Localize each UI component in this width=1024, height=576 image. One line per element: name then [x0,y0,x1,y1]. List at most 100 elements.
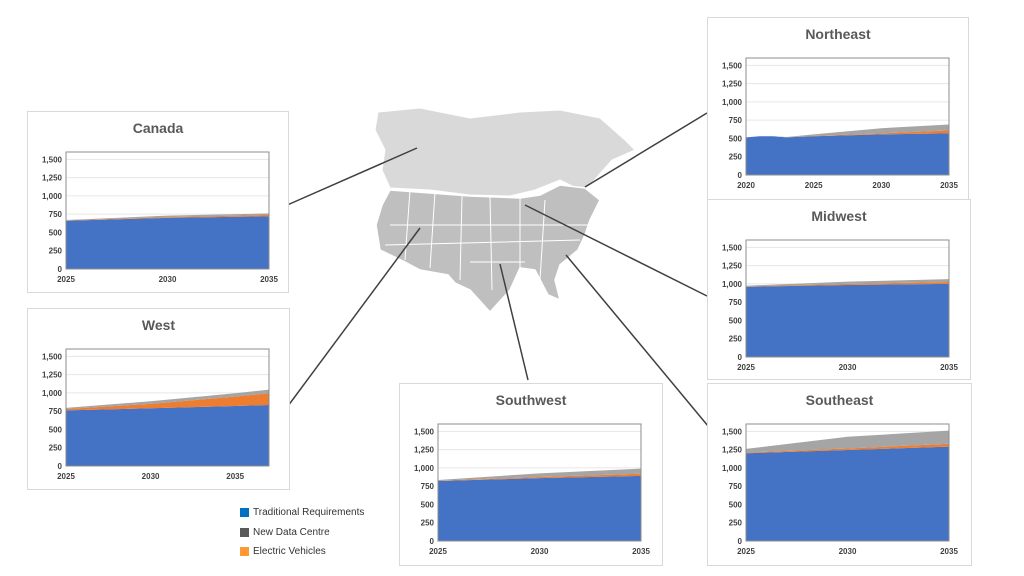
chart-title: Midwest [811,208,867,224]
y-tick-label: 1,500 [722,243,743,252]
y-tick-label: 1,000 [722,464,743,473]
plot-frame [437,423,642,542]
y-tick-label: 1,000 [722,280,743,289]
connector-midwest [524,204,708,297]
legend-swatch [240,547,249,557]
plot-frame [65,151,270,270]
y-tick-label: 1,250 [42,174,63,183]
y-tick-label: 0 [738,171,743,180]
plot-frame [745,239,950,358]
area-electric-vehicles [746,443,949,454]
x-tick-label: 2020 [737,181,755,190]
area-new-data-centre [746,124,949,138]
area-electric-vehicles [746,282,949,287]
area-new-data-centre [746,430,949,453]
y-tick-label: 750 [49,210,63,219]
x-tick-label: 2035 [632,547,650,556]
y-tick-label: 0 [58,265,63,274]
y-tick-label: 500 [729,500,743,509]
legend-label: Traditional Requirements [253,507,365,519]
y-tick-label: 1,000 [42,389,63,398]
area-traditional-requirements [66,404,269,466]
chart-northeast: Northeast 0 250 500 750 1,000 1,250 1,500 2020 20… [707,17,969,200]
y-tick-label: 250 [49,247,63,256]
y-tick-label: 1,250 [42,371,63,380]
y-tick-label: 250 [49,444,63,453]
chart-title: West [141,317,176,333]
y-tick-label: 250 [729,335,743,344]
y-tick-label: 250 [729,153,743,162]
area-new-data-centre [66,389,269,409]
x-tick-label: 2025 [57,472,75,481]
legend-item-traditional: Traditional Requirements [240,503,364,523]
connector-northeast [584,112,708,188]
y-tick-label: 1,500 [722,427,743,436]
area-new-data-centre [66,213,269,221]
legend-label: New Data Centre [253,526,330,538]
y-tick-label: 250 [729,519,743,528]
x-tick-label: 2035 [260,275,278,284]
y-tick-label: 750 [421,482,435,491]
chart-title: Southwest [495,392,567,408]
area-electric-vehicles [66,214,269,221]
y-tick-label: 750 [49,407,63,416]
x-tick-label: 2035 [940,547,958,556]
area-electric-vehicles [746,130,949,138]
x-tick-label: 2030 [531,547,549,556]
chart-midwest: Midwest 0 250 500 750 1,000 1,250 1,500 2025 2030… [707,199,971,380]
area-new-data-centre [438,468,641,481]
chart-west: West 0 250 500 750 1,000 1,250 1,500 2025 2030 203… [27,308,290,490]
plot-frame [745,423,950,542]
y-tick-label: 750 [729,482,743,491]
y-tick-label: 1,250 [722,80,743,89]
y-tick-label: 0 [58,462,63,471]
area-traditional-requirements [746,446,949,541]
y-tick-label: 1,250 [722,446,743,455]
connector-southwest [499,263,529,381]
chart-svg: 0 250 500 750 1,000 1,250 1,500 2025 2030 2035 [414,423,650,556]
y-tick-label: 1,000 [414,464,435,473]
connector-lines [284,112,714,433]
x-tick-label: 2035 [226,472,244,481]
x-tick-label: 2035 [940,181,958,190]
area-electric-vehicles [438,473,641,482]
y-tick-label: 750 [729,116,743,125]
chart-title: Canada [132,120,184,136]
y-tick-label: 1,500 [722,61,743,70]
x-tick-label: 2035 [940,363,958,372]
chart-title: Northeast [805,26,871,42]
x-tick-label: 2025 [737,363,755,372]
y-tick-label: 500 [49,425,63,434]
plot-frame [745,57,950,176]
chart-svg: 0 250 500 750 1,000 1,250 1,500 2025 2030 2035 [722,423,958,556]
legend-swatch [240,508,249,518]
y-tick-label: 500 [729,316,743,325]
x-tick-label: 2030 [872,181,890,190]
area-new-data-centre [746,279,949,287]
legend-label: Electric Vehicles [253,546,326,558]
chart-southeast: Southeast 0 250 500 750 1,000 1,250 1,500 2025 20… [707,383,972,566]
y-tick-label: 0 [430,537,435,546]
connector-southeast [565,254,714,433]
chart-southwest: Southwest 0 250 500 750 1,000 1,250 1,500 2025 20… [399,383,663,566]
x-tick-label: 2030 [839,363,857,372]
y-tick-label: 500 [49,228,63,237]
chart-svg: 0 250 500 750 1,000 1,250 1,500 2025 2030 2035 [722,239,958,372]
state-borders [384,189,590,291]
connector-west [284,227,421,411]
x-tick-label: 2025 [737,547,755,556]
legend-swatch [240,527,249,537]
x-tick-label: 2030 [159,275,177,284]
y-tick-label: 1,500 [42,155,63,164]
chart-canada: Canada 0 250 500 750 1,000 1,250 1,500 2025 2030 2… [27,111,289,293]
chart-svg: 0 250 500 750 1,000 1,250 1,500 2020 2025 2030 203… [722,57,958,190]
legend-item-data-centre: New Data Centre [240,523,364,543]
x-tick-label: 2025 [805,181,823,190]
y-tick-label: 1,000 [42,192,63,201]
x-tick-label: 2030 [142,472,160,481]
y-tick-label: 0 [738,353,743,362]
area-electric-vehicles [66,393,269,411]
legend: Traditional Requirements New Data Centre… [240,503,364,562]
connector-canada [284,147,418,207]
